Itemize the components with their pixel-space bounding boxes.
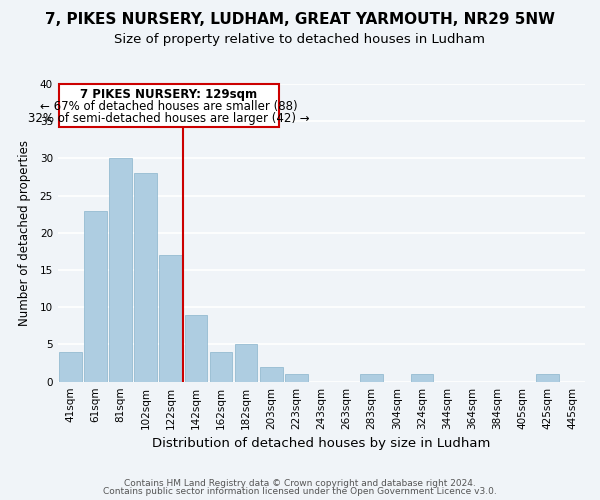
Text: 7, PIKES NURSERY, LUDHAM, GREAT YARMOUTH, NR29 5NW: 7, PIKES NURSERY, LUDHAM, GREAT YARMOUTH… <box>45 12 555 28</box>
Text: 7 PIKES NURSERY: 129sqm: 7 PIKES NURSERY: 129sqm <box>80 88 257 101</box>
Bar <box>160 255 182 382</box>
Bar <box>185 314 207 382</box>
Text: 32% of semi-detached houses are larger (42) →: 32% of semi-detached houses are larger (… <box>28 112 310 124</box>
Text: Contains public sector information licensed under the Open Government Licence v3: Contains public sector information licen… <box>103 487 497 496</box>
Bar <box>84 210 107 382</box>
Bar <box>235 344 257 382</box>
Text: ← 67% of detached houses are smaller (88): ← 67% of detached houses are smaller (88… <box>40 100 298 113</box>
Bar <box>59 352 82 382</box>
FancyBboxPatch shape <box>59 84 279 127</box>
Bar <box>134 174 157 382</box>
Bar <box>109 158 132 382</box>
Bar <box>260 367 283 382</box>
Bar <box>536 374 559 382</box>
Bar <box>361 374 383 382</box>
Bar <box>410 374 433 382</box>
Bar <box>210 352 232 382</box>
Bar <box>285 374 308 382</box>
Text: Size of property relative to detached houses in Ludham: Size of property relative to detached ho… <box>115 32 485 46</box>
Text: Contains HM Land Registry data © Crown copyright and database right 2024.: Contains HM Land Registry data © Crown c… <box>124 478 476 488</box>
Y-axis label: Number of detached properties: Number of detached properties <box>19 140 31 326</box>
X-axis label: Distribution of detached houses by size in Ludham: Distribution of detached houses by size … <box>152 437 491 450</box>
